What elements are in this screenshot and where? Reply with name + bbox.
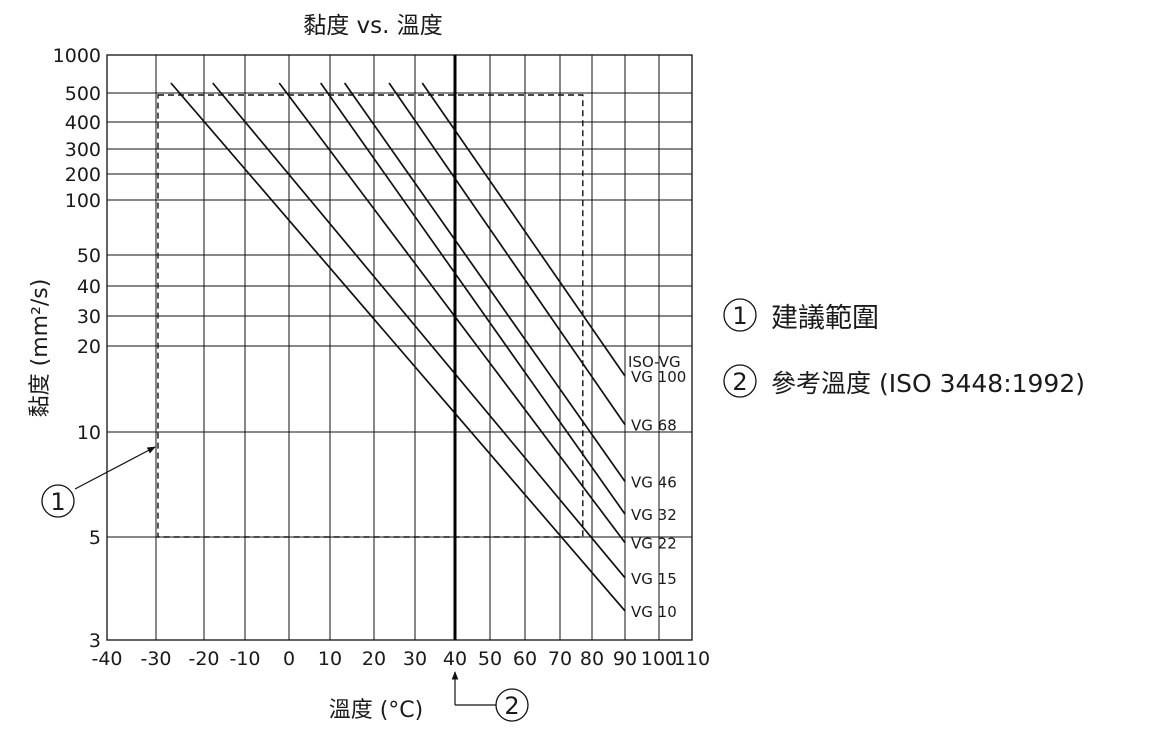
y-tick-label: 50 (77, 245, 101, 267)
x-tick-label: 0 (283, 648, 295, 670)
y-tick-label: 500 (65, 83, 101, 105)
legend-1-label: 建議範圍 (771, 303, 879, 334)
x-tick-label: 20 (362, 648, 386, 670)
temp-annotation-number: 2 (504, 692, 519, 720)
x-tick-label: 90 (613, 648, 637, 670)
series-line (388, 82, 626, 426)
series-label: VG 100 (631, 368, 686, 386)
x-tick-label: 40 (443, 648, 467, 670)
x-tick-label: 80 (580, 648, 604, 670)
x-tick-label: -30 (140, 648, 171, 670)
series-line (343, 82, 626, 482)
x-tick-label: 60 (513, 648, 537, 670)
legend-2-label: 參考溫度 (ISO 3448:1992) (771, 369, 1085, 398)
y-tick-label: 200 (65, 164, 101, 186)
x-tick-label: 30 (403, 648, 427, 670)
y-tick-label: 400 (65, 112, 101, 134)
series-line (421, 82, 626, 377)
y-tick-label: 1000 (53, 45, 101, 67)
x-tick-label: -20 (188, 648, 219, 670)
series-label: VG 68 (631, 417, 677, 435)
x-tick-label: -10 (229, 648, 260, 670)
series-lines (170, 82, 626, 612)
x-tick-label: 70 (548, 648, 572, 670)
legend-1-number: 1 (732, 302, 747, 330)
y-tick-labels: 1000 500 400 300 200 100 50 40 30 20 10 5 3 (53, 45, 101, 652)
series-label: VG 15 (631, 570, 677, 588)
x-tick-label: 50 (478, 648, 502, 670)
temp-annotation-circle (495, 688, 529, 722)
series-label: VG 32 (631, 506, 677, 524)
y-tick-label: 40 (77, 276, 101, 298)
legend-2-number: 2 (732, 368, 747, 396)
legend-2-circle (723, 364, 757, 398)
x-axis-label: 溫度 (°C) (329, 698, 424, 723)
series-label: VG 10 (631, 603, 677, 621)
y-tick-label: 300 (65, 139, 101, 161)
vertical-gridlines (155, 55, 660, 640)
x-tick-label: 110 (674, 648, 710, 670)
y-axis-label: 黏度 (mm²/s) (28, 279, 53, 418)
y-tick-label: 100 (65, 190, 101, 212)
series-labels: VG 100 VG 68 VG 46 VG 32 VG 22 VG 15 VG 10 ISO-… (628, 353, 686, 621)
series-legend-header: ISO-VG (628, 353, 681, 371)
y-tick-label: 3 (89, 630, 101, 652)
series-label: VG 22 (631, 535, 677, 553)
legend-1-circle (723, 298, 757, 332)
y-tick-label: 20 (77, 336, 101, 358)
x-tick-label: -40 (91, 648, 122, 670)
range-annotation-arrow (74, 446, 156, 490)
series-line (319, 82, 626, 515)
x-tick-label: 10 (318, 648, 342, 670)
x-tick-label: 100 (641, 648, 677, 670)
series-line (170, 82, 626, 612)
y-tick-label: 30 (77, 306, 101, 328)
series-line (212, 82, 626, 579)
range-annotation-circle (41, 484, 75, 518)
range-annotation-number: 1 (50, 488, 65, 516)
y-tick-label: 10 (77, 422, 101, 444)
series-line (278, 82, 626, 544)
series-label: VG 46 (631, 474, 677, 492)
chart-title: 黏度 vs. 溫度 (303, 13, 443, 39)
y-tick-label: 5 (89, 527, 101, 549)
plot-frame (106, 54, 693, 641)
legend: 1 建議範圍 2 參考溫度 (ISO 3448:1992) (723, 298, 1085, 398)
